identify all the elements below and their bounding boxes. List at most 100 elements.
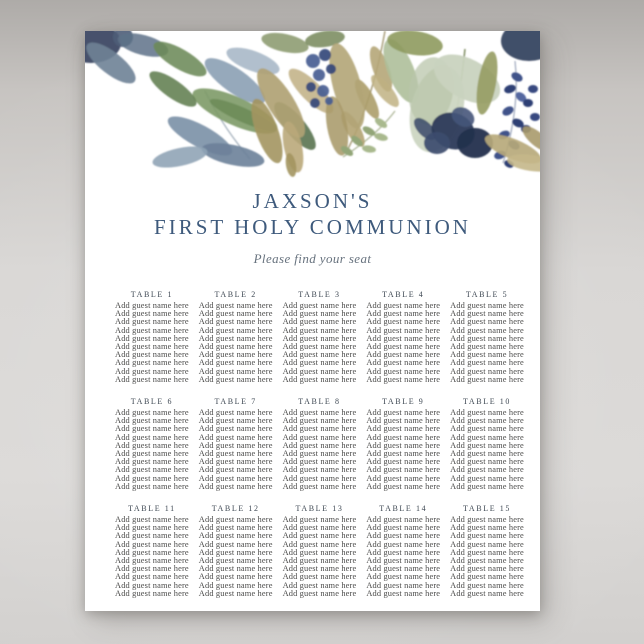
guest-name-placeholder: Add guest name here: [450, 366, 524, 376]
guest-name-placeholder: Add guest name here: [115, 416, 189, 426]
guest-name-placeholder: Add guest name here: [282, 374, 357, 384]
guest-name-placeholder: Add guest name here: [115, 465, 189, 475]
guest-name-placeholder: Add guest name here: [115, 350, 189, 360]
table-block: TABLE 6 Add guest name here Add guest name…: [115, 397, 189, 491]
poster-title-name: JAXSON'S: [252, 189, 373, 213]
guest-name-placeholder: Add guest name here: [115, 440, 189, 450]
guest-name-placeholder: Add guest name here: [198, 449, 273, 459]
guest-name-placeholder: Add guest name here: [450, 588, 524, 598]
table-block: TABLE 11 Add guest name here Add guest nam…: [115, 504, 189, 598]
guest-name-placeholder: Add guest name here: [198, 342, 273, 352]
table-title: TABLE 14: [379, 504, 428, 514]
guest-name-placeholder: Add guest name here: [366, 481, 441, 491]
guest-name-placeholder: Add guest name here: [198, 366, 273, 376]
table-block: TABLE 1 Add guest name here Add guest name…: [115, 290, 189, 384]
guest-name-placeholder: Add guest name here: [366, 301, 441, 310]
guest-name-placeholder: Add guest name here: [282, 333, 357, 343]
seating-chart: TABLE 1 Add guest name here Add guest name…: [85, 290, 540, 598]
guest-name-placeholder: Add guest name here: [282, 325, 357, 335]
guest-name-placeholder: Add guest name here: [198, 416, 273, 426]
guest-name-placeholder: Add guest name here: [115, 580, 189, 590]
table-title: TABLE 8: [298, 397, 341, 407]
table-title: TABLE 12: [211, 504, 260, 514]
guest-name-placeholder: Add guest name here: [115, 301, 189, 310]
guest-name-placeholder: Add guest name here: [282, 465, 357, 475]
guest-name-placeholder: Add guest name here: [450, 556, 524, 566]
guest-name-placeholder: Add guest name here: [366, 547, 441, 557]
guest-name-placeholder: Add guest name here: [282, 366, 357, 376]
guest-name-placeholder: Add guest name here: [282, 523, 357, 533]
guest-name-placeholder: Add guest name here: [450, 564, 524, 574]
guest-name-placeholder: Add guest name here: [366, 531, 441, 541]
guest-name-placeholder: Add guest name here: [198, 424, 273, 434]
guest-name-placeholder: Add guest name here: [450, 358, 524, 368]
guest-name-placeholder: Add guest name here: [282, 531, 357, 541]
guest-name-placeholder: Add guest name here: [282, 408, 357, 418]
guest-name-placeholder: Add guest name here: [450, 301, 524, 310]
guest-name-placeholder: Add guest name here: [198, 408, 273, 418]
guest-name-placeholder: Add guest name here: [450, 342, 524, 352]
guest-name-placeholder: Add guest name here: [198, 350, 273, 360]
table-block: TABLE 7 Add guest name here Add guest name…: [199, 397, 273, 491]
guest-name-placeholder: Add guest name here: [366, 374, 441, 384]
guest-name-placeholder: Add guest name here: [282, 432, 357, 442]
guest-name-placeholder: Add guest name here: [450, 440, 524, 450]
table-title: TABLE 7: [214, 397, 257, 407]
guest-name-placeholder: Add guest name here: [115, 457, 189, 467]
guest-name-placeholder: Add guest name here: [366, 580, 441, 590]
guest-name-placeholder: Add guest name here: [198, 539, 273, 549]
guest-name-placeholder: Add guest name here: [198, 374, 273, 384]
guest-name-placeholder: Add guest name here: [366, 416, 441, 426]
table-block: TABLE 8 Add guest name here Add guest name…: [283, 397, 357, 491]
guest-name-placeholder: Add guest name here: [450, 473, 524, 483]
guest-name-placeholder: Add guest name here: [282, 301, 357, 310]
guest-name-placeholder: Add guest name here: [366, 366, 441, 376]
guest-name-placeholder: Add guest name here: [198, 531, 273, 541]
guest-name-placeholder: Add guest name here: [282, 416, 357, 426]
table-title: TABLE 15: [463, 504, 511, 514]
guest-name-placeholder: Add guest name here: [198, 523, 273, 533]
guest-name-placeholder: Add guest name here: [282, 515, 357, 525]
guest-name-placeholder: Add guest name here: [366, 564, 441, 574]
guest-name-placeholder: Add guest name here: [450, 465, 524, 475]
guest-name-placeholder: Add guest name here: [450, 424, 524, 434]
guest-name-placeholder: Add guest name here: [198, 333, 273, 343]
table-title: TABLE 3: [298, 290, 341, 299]
guest-name-placeholder: Add guest name here: [450, 350, 524, 360]
guest-name-placeholder: Add guest name here: [198, 588, 273, 598]
table-block: TABLE 2 Add guest name here Add guest name…: [199, 290, 273, 384]
guest-name-placeholder: Add guest name here: [198, 317, 273, 327]
guest-name-placeholder: Add guest name here: [115, 588, 189, 598]
guest-name-placeholder: Add guest name here: [282, 350, 357, 360]
guest-name-placeholder: Add guest name here: [450, 317, 524, 327]
guest-name-placeholder: Add guest name here: [282, 473, 357, 483]
guest-name-placeholder: Add guest name here: [450, 325, 524, 335]
guest-name-placeholder: Add guest name here: [198, 358, 273, 368]
guest-name-placeholder: Add guest name here: [115, 531, 189, 541]
guest-name-placeholder: Add guest name here: [450, 523, 524, 533]
guest-name-placeholder: Add guest name here: [366, 440, 441, 450]
guest-name-placeholder: Add guest name here: [366, 333, 441, 343]
table-title: TABLE 2: [214, 290, 257, 299]
guest-name-placeholder: Add guest name here: [366, 539, 441, 549]
table-block: TABLE 12 Add guest name here Add guest nam…: [199, 504, 273, 598]
guest-name-placeholder: Add guest name here: [450, 374, 524, 384]
guest-name-placeholder: Add guest name here: [450, 309, 524, 319]
guest-name-placeholder: Add guest name here: [366, 473, 441, 483]
guest-name-placeholder: Add guest name here: [115, 449, 189, 459]
table-block: TABLE 13 Add guest name here Add guest nam…: [283, 504, 357, 598]
guest-name-placeholder: Add guest name here: [282, 556, 357, 566]
guest-name-placeholder: Add guest name here: [198, 515, 273, 525]
guest-name-placeholder: Add guest name here: [115, 333, 189, 343]
guest-name-placeholder: Add guest name here: [450, 539, 524, 549]
table-block: TABLE 4 Add guest name here Add guest name…: [366, 290, 440, 384]
watercolor-foliage-garland: [85, 31, 540, 177]
guest-name-placeholder: Add guest name here: [282, 481, 357, 491]
guest-name-placeholder: Add guest name here: [366, 358, 441, 368]
seating-chart-poster: JAXSON'S FIRST HOLY COMMUNION Please fin…: [85, 31, 540, 611]
table-title: TABLE 1: [130, 290, 174, 299]
guest-name-placeholder: Add guest name here: [198, 309, 273, 319]
guest-name-placeholder: Add guest name here: [282, 572, 357, 582]
poster-title-event: FIRST HOLY COMMUNION: [154, 215, 471, 239]
guest-name-placeholder: Add guest name here: [115, 515, 189, 525]
